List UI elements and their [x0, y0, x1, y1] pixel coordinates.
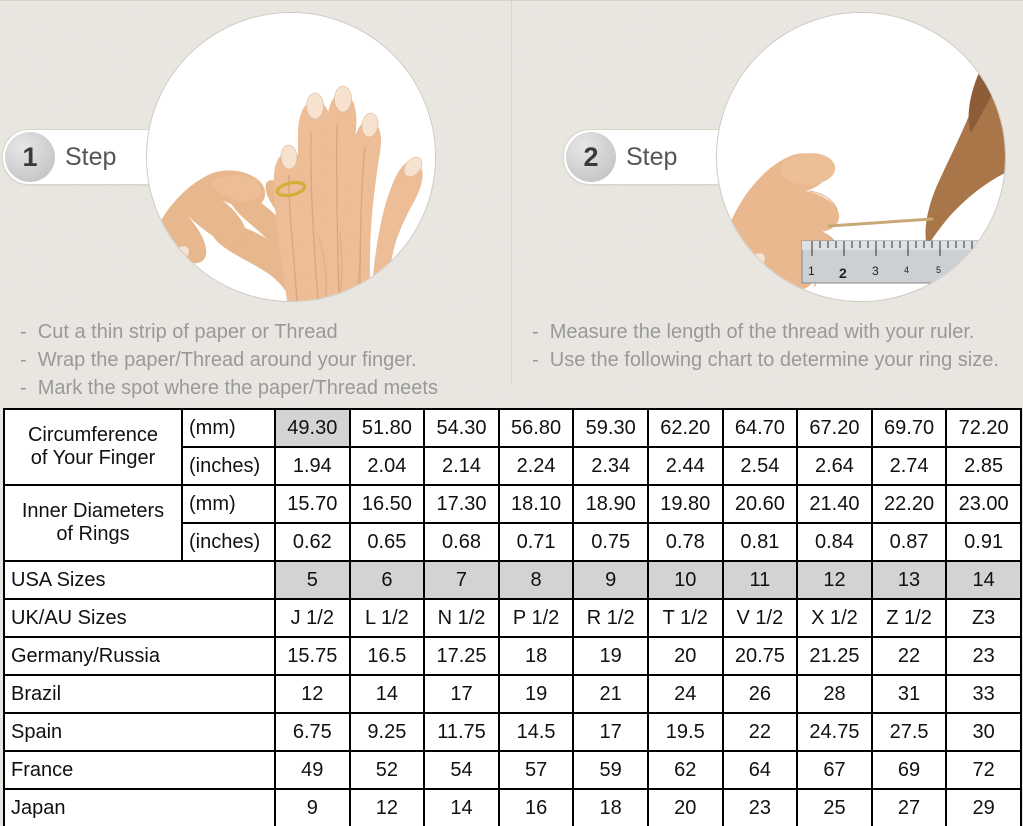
- svg-text:5: 5: [936, 265, 941, 275]
- svg-text:2: 2: [839, 265, 847, 281]
- svg-text:3: 3: [872, 264, 879, 278]
- svg-text:1: 1: [808, 264, 815, 278]
- svg-text:4: 4: [904, 265, 909, 275]
